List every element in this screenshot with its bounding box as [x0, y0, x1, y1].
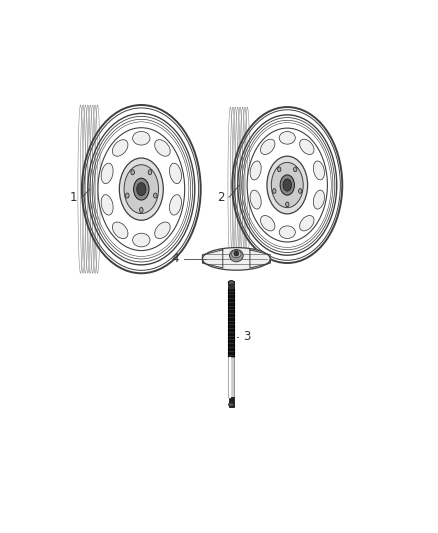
Ellipse shape — [170, 163, 181, 184]
Text: 4: 4 — [172, 253, 179, 265]
Ellipse shape — [313, 161, 325, 180]
FancyBboxPatch shape — [228, 281, 234, 289]
Ellipse shape — [299, 189, 302, 193]
Ellipse shape — [250, 161, 261, 180]
Ellipse shape — [232, 251, 241, 257]
Ellipse shape — [230, 249, 243, 262]
Ellipse shape — [98, 128, 185, 251]
Ellipse shape — [101, 163, 113, 184]
Ellipse shape — [133, 132, 150, 145]
Ellipse shape — [267, 156, 307, 214]
Ellipse shape — [300, 215, 314, 231]
Ellipse shape — [278, 167, 281, 172]
Ellipse shape — [155, 222, 170, 239]
Ellipse shape — [261, 139, 275, 155]
Ellipse shape — [148, 169, 152, 175]
Ellipse shape — [131, 169, 134, 175]
Ellipse shape — [113, 140, 128, 156]
Ellipse shape — [279, 226, 295, 239]
Ellipse shape — [202, 248, 270, 270]
Ellipse shape — [155, 140, 170, 156]
FancyBboxPatch shape — [229, 397, 234, 407]
Text: 3: 3 — [243, 330, 250, 343]
Ellipse shape — [133, 233, 150, 247]
Ellipse shape — [313, 190, 325, 209]
Ellipse shape — [273, 189, 276, 193]
FancyBboxPatch shape — [228, 357, 234, 397]
FancyBboxPatch shape — [228, 288, 234, 357]
Ellipse shape — [202, 258, 270, 266]
Polygon shape — [202, 250, 223, 268]
Ellipse shape — [286, 202, 289, 207]
Ellipse shape — [229, 403, 234, 407]
Ellipse shape — [170, 195, 181, 215]
Ellipse shape — [271, 163, 303, 208]
Ellipse shape — [283, 179, 292, 191]
Ellipse shape — [119, 158, 163, 220]
Ellipse shape — [134, 178, 149, 200]
Text: 1: 1 — [70, 191, 77, 204]
Ellipse shape — [234, 251, 239, 256]
Ellipse shape — [137, 183, 146, 196]
Ellipse shape — [154, 193, 157, 198]
Ellipse shape — [250, 190, 261, 209]
Ellipse shape — [247, 128, 328, 242]
Ellipse shape — [261, 215, 275, 231]
Ellipse shape — [280, 175, 294, 195]
Text: 2: 2 — [217, 191, 224, 204]
Ellipse shape — [300, 139, 314, 155]
Ellipse shape — [228, 280, 234, 285]
Polygon shape — [250, 250, 270, 268]
Ellipse shape — [124, 165, 159, 214]
Ellipse shape — [293, 167, 297, 172]
Ellipse shape — [279, 132, 295, 144]
Ellipse shape — [140, 207, 143, 213]
Ellipse shape — [101, 195, 113, 215]
Ellipse shape — [113, 222, 128, 239]
Ellipse shape — [126, 193, 129, 198]
